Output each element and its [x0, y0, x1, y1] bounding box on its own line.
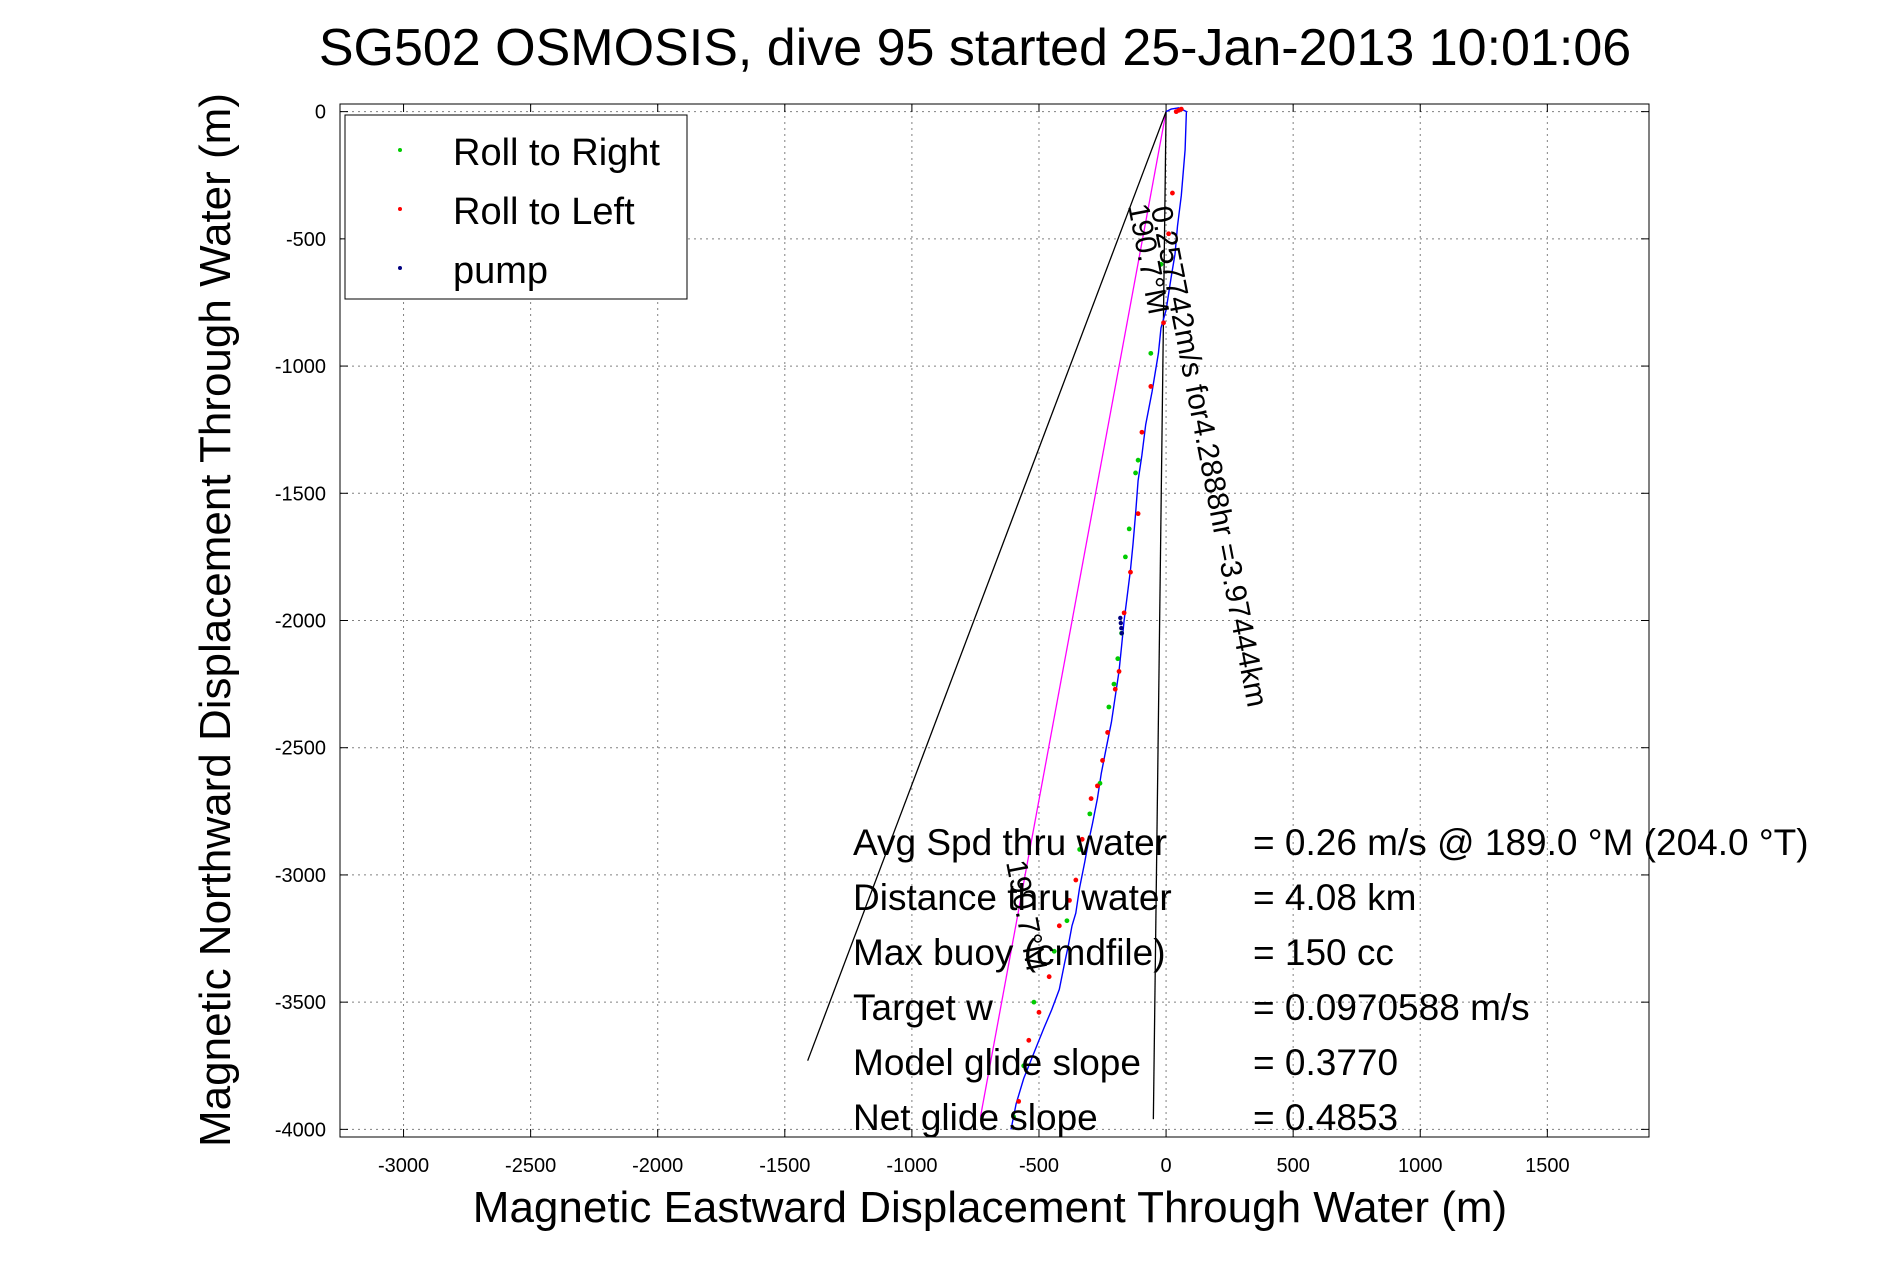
stats-block: Avg Spd thru water = 0.26 m/s @ 189.0 °M … [853, 822, 1809, 1138]
roll-left-point [1112, 686, 1118, 692]
heading-line [807, 111, 1167, 1061]
roll-right-point [1111, 681, 1117, 687]
roll-left-point [1161, 320, 1166, 326]
grid [340, 104, 1649, 1137]
roll-right-point [1021, 1063, 1027, 1069]
y-tick-label: -1500 [275, 483, 326, 505]
roll-left-point [1121, 610, 1127, 616]
roll-left-point [1026, 1037, 1032, 1043]
stats-value: = 0.0970588 m/s [1253, 987, 1530, 1028]
x-tick-label: -1500 [759, 1155, 810, 1177]
x-axis-label: Magnetic Eastward Displacement Through W… [473, 1183, 1507, 1232]
heading-line [1152, 111, 1167, 1120]
legend-marker [398, 266, 402, 270]
roll-left-point [1128, 569, 1133, 575]
roll-markers [1011, 106, 1184, 1120]
roll-left-point [1088, 796, 1094, 802]
legend-label: Roll to Left [453, 191, 635, 233]
stats-value: = 0.26 m/s @ 189.0 °M (204.0 °T) [1253, 822, 1809, 863]
legend-box [344, 114, 688, 300]
track-line [1010, 107, 1188, 1130]
roll-right-point [1106, 704, 1112, 710]
roll-right-point [1148, 350, 1154, 356]
stats-label: Distance thru water [853, 877, 1172, 918]
y-tick-label: -2500 [275, 738, 326, 760]
x-tick-label: -2000 [632, 1155, 683, 1177]
roll-right-point [1031, 999, 1037, 1005]
chart-title: SG502 OSMOSIS, dive 95 started 25-Jan-20… [319, 19, 1631, 77]
y-axis-label: Magnetic Northward Displacement Through … [191, 93, 240, 1147]
roll-left-point [1135, 511, 1141, 517]
roll-right-point [1135, 457, 1141, 463]
roll-left-point [1016, 1098, 1022, 1104]
roll-right-point [1051, 948, 1057, 954]
pump-point [1118, 615, 1123, 621]
roll-right-point [1077, 847, 1083, 852]
roll-left-point [1073, 877, 1079, 883]
roll-left-point [1105, 730, 1111, 735]
tick-group: -3000 -2500 -2000 -1500 -1000 -500 0 500 1000 150… [275, 102, 1649, 1177]
stats-value: = 150 cc [1253, 932, 1394, 973]
legend-marker [398, 207, 402, 211]
roll-right-point [1087, 811, 1093, 817]
roll-left-point [1046, 974, 1052, 980]
legend-marker [398, 148, 402, 152]
y-tick-label: 0 [315, 102, 326, 124]
x-tick-label: 1500 [1525, 1155, 1570, 1177]
stats-value: = 0.4853 [1253, 1097, 1398, 1138]
x-tick-label: -1000 [886, 1155, 937, 1177]
legend-label: pump [453, 250, 548, 292]
roll-left-point [1056, 923, 1062, 929]
y-tick-label: -2000 [275, 611, 326, 633]
roll-right-point [1115, 656, 1121, 662]
roll-left-point [1067, 897, 1072, 903]
roll-right-point [1011, 1114, 1016, 1120]
roll-right-point [1123, 554, 1128, 560]
heading-lines [807, 111, 1167, 1120]
pump-point [1119, 625, 1124, 631]
y-tick-label: -3000 [275, 865, 326, 887]
roll-left-point [1178, 106, 1184, 112]
stats-value: = 0.3770 [1253, 1042, 1398, 1083]
y-tick-label: -3500 [275, 992, 326, 1014]
x-tick-label: 0 [1161, 1155, 1172, 1177]
roll-left-point [1166, 231, 1172, 237]
roll-right-point [1133, 470, 1138, 476]
roll-right-point [1064, 918, 1070, 924]
roll-left-point [1148, 384, 1154, 389]
x-tick-label: 500 [1276, 1155, 1309, 1177]
roll-left-point [1095, 783, 1100, 789]
x-tick-label: -2500 [505, 1155, 556, 1177]
stats-value: = 4.08 km [1253, 877, 1417, 918]
legend: Roll to Right Roll to Left pump [344, 114, 688, 300]
y-tick-label: -1000 [275, 356, 326, 378]
stats-label: Max buoy (cmdfile) [853, 932, 1166, 973]
roll-left-point [1173, 109, 1179, 115]
stats-label: Net glide slope [853, 1097, 1098, 1138]
roll-left-point [1100, 758, 1105, 763]
roll-left-point [1170, 190, 1175, 196]
roll-left-point [1139, 429, 1145, 435]
pump-point [1118, 620, 1124, 626]
dive-track [1010, 107, 1188, 1130]
stats-label: Avg Spd thru water [853, 822, 1167, 863]
legend-label: Roll to Right [453, 132, 660, 174]
x-tick-label: 1000 [1398, 1155, 1443, 1177]
roll-left-point [1079, 836, 1085, 842]
roll-right-point [1158, 261, 1164, 267]
stats-label: Model glide slope [853, 1042, 1141, 1083]
stats-label: Target w [853, 987, 993, 1028]
roll-right-point [1126, 526, 1132, 532]
x-tick-label: -500 [1019, 1155, 1059, 1177]
y-tick-label: -500 [286, 229, 326, 251]
roll-left-point [1116, 668, 1122, 674]
x-tick-label: -3000 [378, 1155, 429, 1177]
heading-line [979, 111, 1167, 1117]
pump-point [1119, 631, 1125, 636]
y-tick-label: -4000 [275, 1119, 326, 1141]
roll-left-point [1036, 1009, 1042, 1015]
